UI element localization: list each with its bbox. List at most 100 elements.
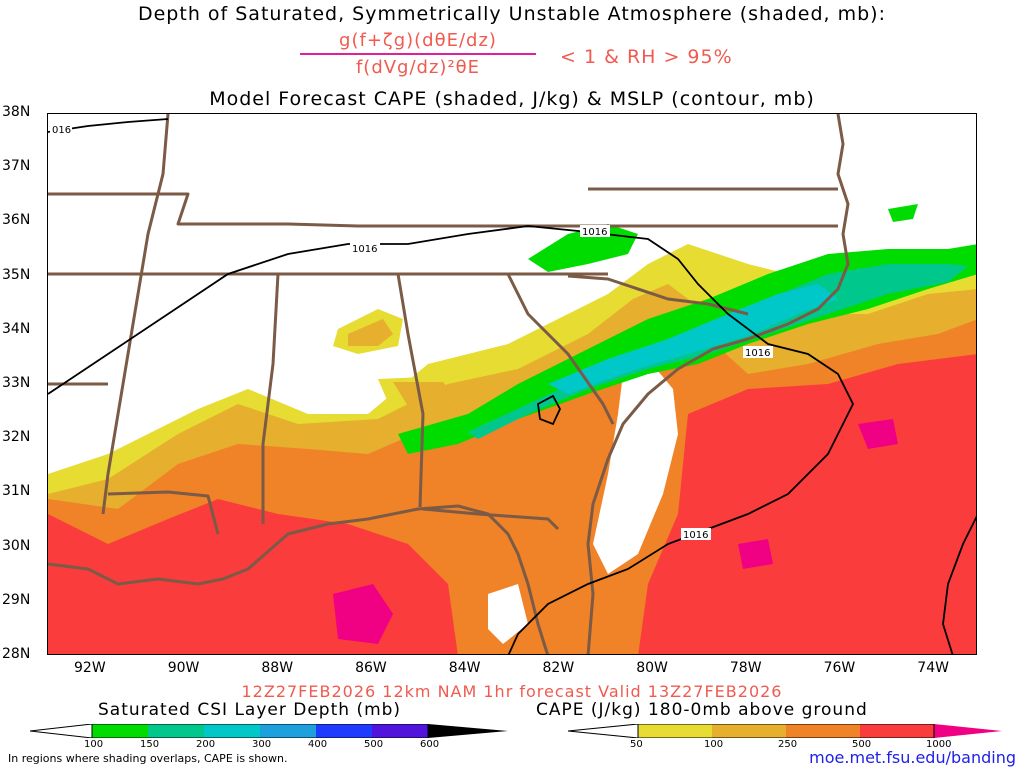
cape-100-region-ga: [393, 382, 458, 406]
csi-tick-label: 600: [420, 739, 440, 750]
isobar-label-bg-1: [350, 242, 380, 254]
stability-formula: g(f+ζg)(dθE/dz) f(dVg/dz)²θE: [300, 30, 536, 78]
lon-tick-label: 76W: [823, 660, 856, 676]
cape-colorbar-border: [637, 724, 935, 738]
csi-bin-500: [372, 724, 428, 738]
csi-bin-200: [204, 724, 260, 738]
run-info: 12Z27FEB2026 12km NAM 1hr forecast Valid…: [241, 682, 783, 701]
csi-tick-label: 500: [364, 739, 384, 750]
cape-bin-100: [712, 724, 786, 738]
atlantic-coastline: [586, 114, 850, 654]
cape-1000-region-gulf: [333, 584, 393, 644]
csi-legend-title: Saturated CSI Layer Depth (mb): [98, 700, 402, 720]
title-line-1: Depth of Saturated, Symmetrically Unstab…: [137, 3, 886, 25]
lon-tick-label: 78W: [729, 660, 762, 676]
fraction-bar: [300, 53, 536, 55]
csi-colorbar: [30, 724, 508, 738]
lat-tick-label: 35N: [2, 266, 31, 283]
isobar-label-3: 1016: [745, 348, 770, 359]
isobar-label-2: 1016: [582, 227, 607, 238]
isobar-label-topleft: 016: [52, 125, 71, 136]
lat-tick-label: 28N: [2, 646, 31, 662]
us-coastline: [48, 504, 549, 654]
state-borders: [48, 114, 850, 654]
csi-colorbar-high-arrow: [428, 724, 508, 738]
lon-tick-label: 84W: [448, 660, 481, 676]
csi-tick-label: 150: [140, 739, 160, 750]
la-ms-border: [107, 490, 220, 535]
map-panel: 016 1016 1016 1016 1016: [47, 113, 977, 655]
lat-tick-label: 34N: [2, 320, 31, 337]
csi-colorbar-border: [91, 724, 429, 738]
cape-100-region-north: [348, 319, 393, 346]
ms-river: [101, 114, 170, 515]
cape-tick-label: 100: [704, 739, 724, 750]
isobar-1016-north: [48, 225, 855, 654]
lat-tick-label: 37N: [2, 158, 31, 175]
lat-tick-label: 33N: [2, 375, 31, 391]
cape-tick-label: 250: [778, 739, 798, 750]
csi-tick-label: 200: [196, 739, 216, 750]
no-cape-gulf-patch: [488, 584, 528, 644]
isobar-label-bg-2: [580, 225, 610, 237]
isobar-label-1: 1016: [352, 244, 377, 255]
cape-bin-500: [860, 724, 934, 738]
cape-colorbar-low-arrow: [568, 724, 639, 738]
no-cape-coastal-strip: [593, 359, 678, 574]
isobar-label-bg-topleft: [50, 123, 72, 135]
csi-bin-400: [316, 724, 372, 738]
cape-shading: [48, 244, 976, 654]
website-link[interactable]: moe.met.fsu.edu/banding: [809, 748, 1016, 767]
csi-bin-100: [92, 724, 148, 738]
lat-tick-label: 29N: [2, 591, 31, 608]
csi-colorbar-low-arrow: [30, 724, 93, 738]
csi-150-band: [468, 264, 968, 439]
title-line-3: Model Forecast CAPE (shaded, J/kg) & MSL…: [209, 88, 815, 110]
isobar-label-bg-3: [743, 346, 773, 358]
lon-tick-label: 86W: [355, 660, 387, 676]
cape-legend-title: CAPE (J/kg) 180-0mb above ground: [536, 700, 868, 720]
cape-1000-region-atlantic: [858, 419, 898, 449]
csi-bin-150: [148, 724, 204, 738]
isobar-1016-se: [942, 515, 976, 654]
lat-tick-label: 32N: [2, 429, 31, 446]
csi-bin-300: [260, 724, 316, 738]
csi-tick-label: 400: [308, 739, 328, 750]
cape-colorbar: [568, 724, 1002, 738]
lon-tick-label: 92W: [74, 660, 106, 676]
isobar-label-4: 1016: [683, 530, 708, 541]
map-canvas: 016 1016 1016 1016 1016: [48, 114, 976, 654]
lon-tick-label: 82W: [542, 660, 575, 676]
csi-tick-label: 300: [252, 739, 272, 750]
cape-colorbar-high-arrow: [934, 724, 1002, 738]
lon-tick-label: 88W: [261, 660, 294, 676]
cape-tick-label: 50: [630, 739, 643, 750]
ms-al-border: [261, 273, 280, 524]
cape-bin-50: [638, 724, 712, 738]
lat-tick-label: 36N: [2, 212, 31, 229]
cape-tick-label: 1000: [926, 739, 952, 750]
overlap-note: In regions where shading overlaps, CAPE …: [8, 752, 288, 765]
lat-tick-label: 38N: [2, 104, 31, 120]
csi-100-ne: [888, 204, 918, 222]
lon-tick-label: 80W: [636, 660, 668, 676]
ga-fl-border: [422, 507, 560, 531]
isobar-label-bg-4: [681, 528, 711, 540]
formula-condition: < 1 & RH > 95%: [560, 46, 733, 68]
al-ga-border: [396, 273, 425, 508]
csi-tick-label: 100: [84, 739, 104, 750]
lon-tick-label: 90W: [167, 660, 200, 676]
csi-200-band: [548, 284, 838, 394]
isobar-closed-low: [537, 394, 562, 426]
isobar-labels: 016 1016 1016 1016 1016: [50, 123, 773, 541]
ga-sc-border: [506, 273, 615, 425]
cape-tick-label: 500: [852, 739, 872, 750]
cape-bin-250: [786, 724, 860, 738]
tn-ky-border: [48, 192, 838, 228]
csi-100-north: [528, 224, 638, 272]
formula-denominator: f(dVg/dz)²θE: [355, 57, 481, 78]
lon-tick-label: 74W: [917, 660, 949, 676]
formula-numerator: g(f+ζg)(dθE/dz): [339, 30, 497, 51]
lat-tick-label: 31N: [2, 483, 31, 500]
lat-tick-label: 30N: [2, 537, 31, 554]
